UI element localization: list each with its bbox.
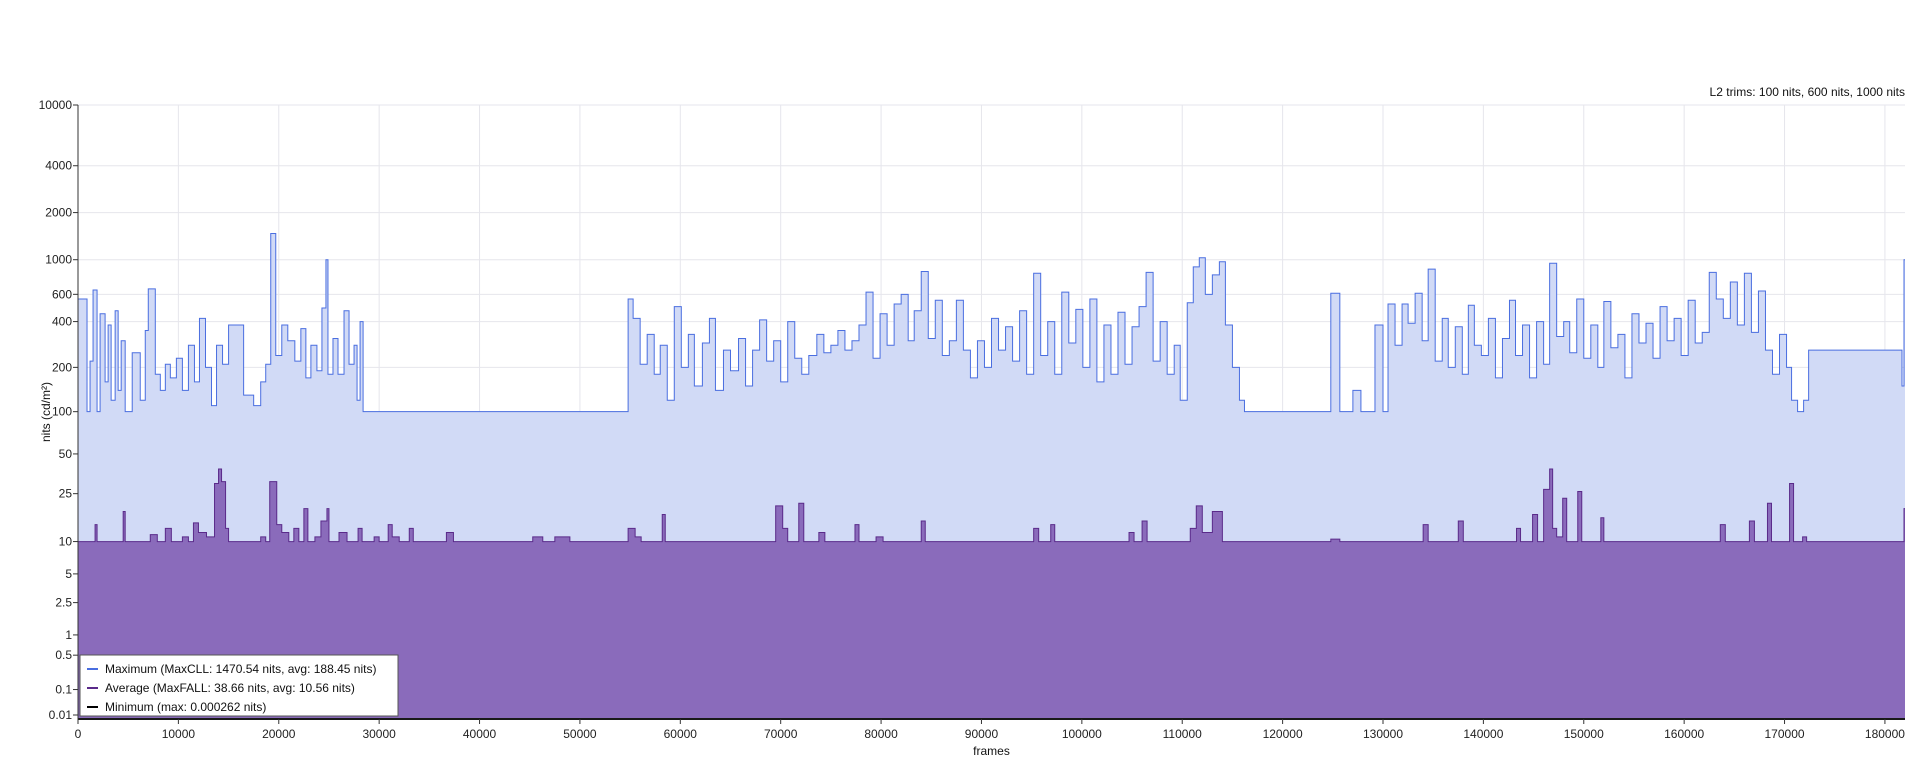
x-tick-label: 130000 — [1363, 727, 1403, 741]
y-tick-label: 1 — [65, 628, 72, 642]
series-average-area — [78, 468, 1905, 719]
x-axis-label: frames — [973, 744, 1010, 758]
y-tick-label: 25 — [59, 487, 73, 501]
y-tick-label: 1000 — [45, 253, 72, 267]
x-tick-label: 30000 — [362, 727, 396, 741]
legend: Maximum (MaxCLL: 1470.54 nits, avg: 188.… — [79, 654, 399, 717]
x-tick-label: 170000 — [1765, 727, 1805, 741]
x-tick-label: 80000 — [864, 727, 898, 741]
x-tick-label: 180000 — [1865, 727, 1905, 741]
x-tick-label: 70000 — [764, 727, 798, 741]
series-layer — [78, 233, 1905, 720]
legend-entry: Maximum (MaxCLL: 1470.54 nits, avg: 188.… — [105, 662, 376, 676]
y-tick-label: 200 — [52, 360, 72, 374]
y-tick-label: 2000 — [45, 206, 72, 220]
x-tick-label: 60000 — [664, 727, 698, 741]
legend-entry: Minimum (max: 0.000262 nits) — [105, 700, 266, 714]
y-tick-label: 50 — [59, 447, 73, 461]
x-tick-label: 90000 — [965, 727, 999, 741]
chart-subtitle: L2 trims: 100 nits, 600 nits, 1000 nits — [1710, 85, 1905, 99]
x-tick-label: 140000 — [1463, 727, 1503, 741]
y-tick-label: 4000 — [45, 159, 72, 173]
axes — [73, 104, 1905, 724]
x-tick-label: 0 — [75, 727, 82, 741]
x-tick-label: 150000 — [1564, 727, 1604, 741]
x-tick-label: 100000 — [1062, 727, 1102, 741]
y-tick-label: 0.1 — [55, 683, 72, 697]
y-axis-label: nits (cd/m²) — [39, 382, 53, 442]
x-tick-label: 40000 — [463, 727, 497, 741]
y-tick-label: 400 — [52, 315, 72, 329]
series-maximum-line — [78, 233, 1905, 413]
y-tick-label: 10000 — [39, 98, 73, 112]
y-tick-label: 600 — [52, 287, 72, 301]
x-tick-label: 20000 — [262, 727, 296, 741]
legend-entry: Average (MaxFALL: 38.66 nits, avg: 10.56… — [105, 681, 355, 695]
y-tick-label: 5 — [65, 567, 72, 581]
y-tick-label: 0.5 — [55, 648, 72, 662]
y-tick-label: 100 — [52, 405, 72, 419]
x-tick-label: 110000 — [1163, 727, 1202, 741]
x-tick-label: 120000 — [1263, 727, 1303, 741]
y-tick-label: 2.5 — [55, 596, 72, 610]
x-tick-label: 160000 — [1664, 727, 1704, 741]
x-tick-label: 50000 — [563, 727, 597, 741]
y-tick-label: 10 — [59, 535, 73, 549]
x-tick-label: 10000 — [162, 727, 196, 741]
labels: 1000040002000100060040020010050251052.51… — [39, 85, 1906, 758]
legend-box — [79, 654, 399, 717]
y-tick-label: 0.01 — [49, 708, 73, 722]
series-average-line — [78, 468, 1905, 543]
